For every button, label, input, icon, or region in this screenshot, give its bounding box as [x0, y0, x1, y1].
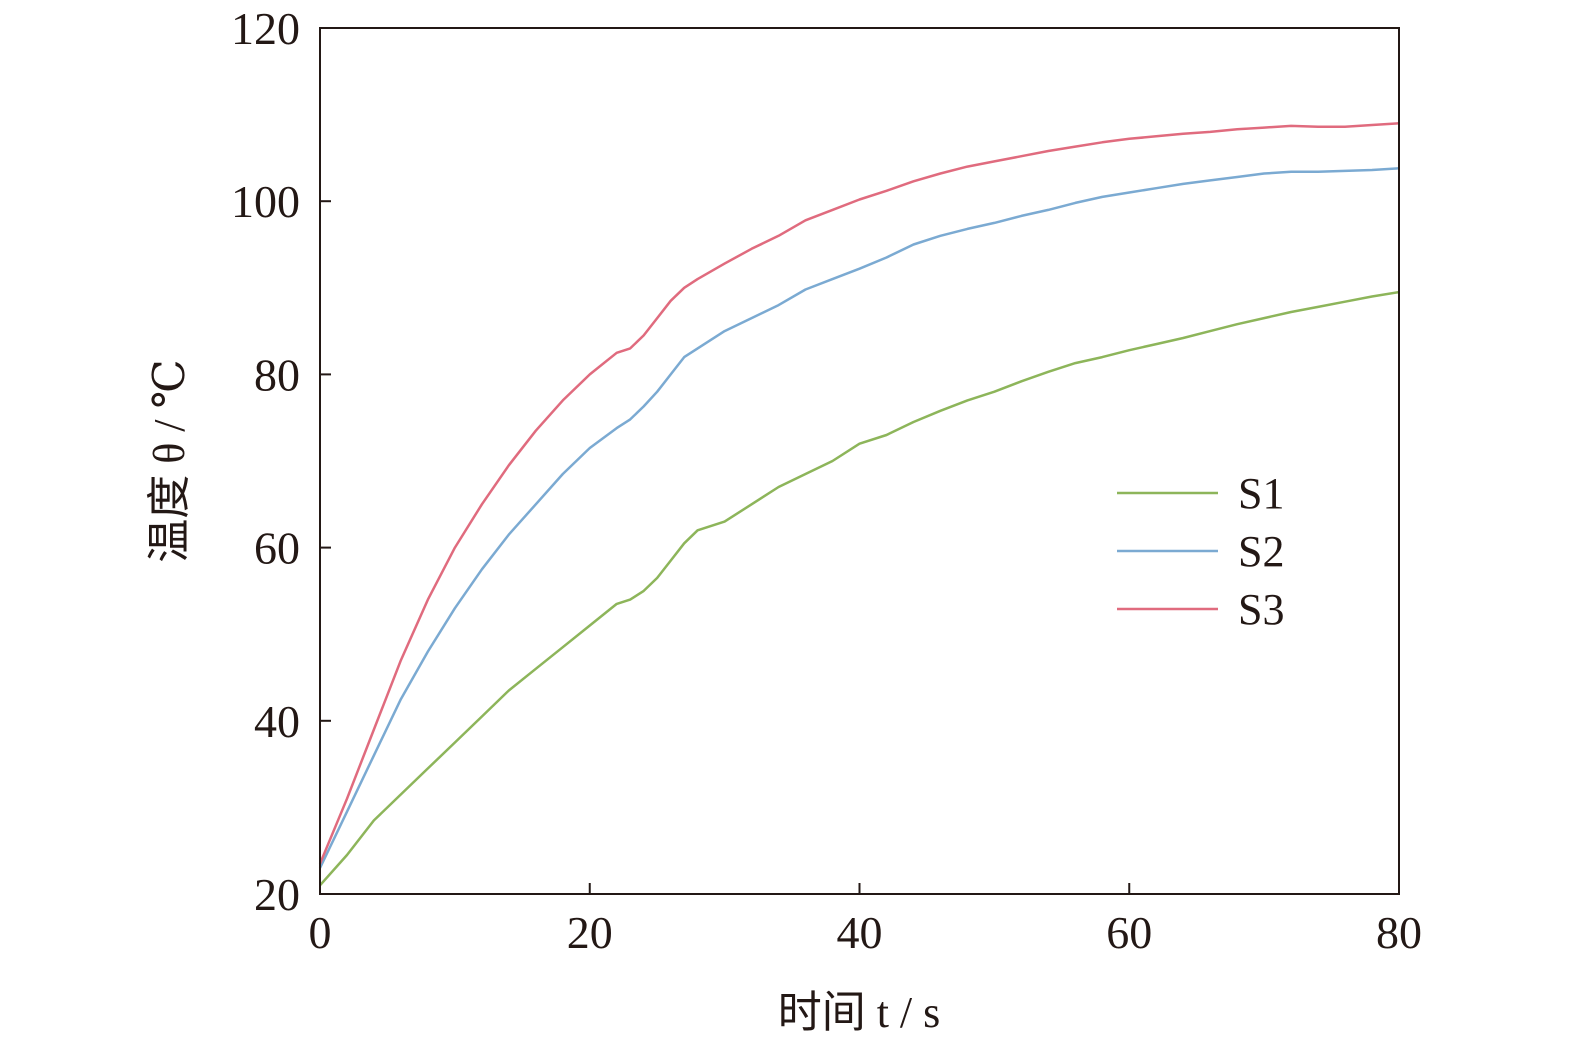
x-tick-label: 60: [1106, 907, 1152, 958]
x-axis-title: 时间 t / s: [778, 988, 941, 1037]
y-tick-label: 80: [254, 349, 300, 400]
x-tick-label: 40: [837, 907, 883, 958]
x-tick-label: 80: [1376, 907, 1422, 958]
series-line-s2: [318, 167, 1400, 869]
y-tick-label: 20: [254, 869, 300, 920]
legend-label-s1: S1: [1238, 469, 1284, 518]
legend: S1 S2 S3: [1117, 469, 1284, 634]
series-layer: [318, 122, 1400, 887]
x-tick-label: 20: [567, 907, 613, 958]
y-tick-label: 100: [231, 176, 300, 227]
y-tick-label: 40: [254, 696, 300, 747]
legend-label-s3: S3: [1238, 585, 1284, 634]
y-tick-label: 60: [254, 523, 300, 574]
series-line-s1: [319, 290, 1400, 887]
y-axis-title: 温度 θ / ℃: [145, 359, 194, 563]
ticks-layer: [319, 27, 1400, 895]
x-tick-label: 0: [309, 907, 332, 958]
plot-frame: [319, 27, 1400, 895]
series-line-s3: [318, 122, 1400, 865]
y-tick-label: 120: [231, 3, 300, 54]
legend-label-s2: S2: [1238, 527, 1284, 576]
